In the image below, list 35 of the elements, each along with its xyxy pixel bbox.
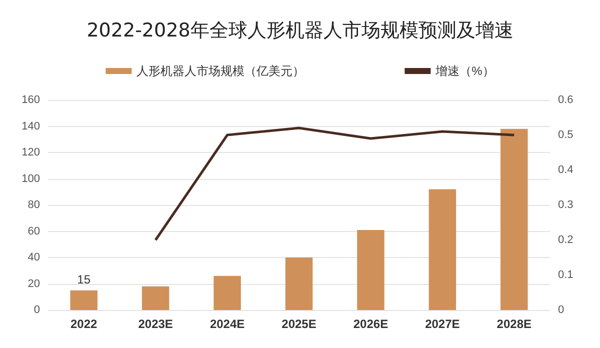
x-tick-label: 2022 [70, 317, 98, 331]
line-series [154, 126, 516, 242]
x-tick-label: 2027E [425, 317, 460, 331]
x-tick-label: 2026E [353, 317, 388, 331]
bar [70, 290, 98, 310]
y2-tick-label: 0.2 [558, 234, 574, 246]
bar [357, 230, 384, 310]
bar [285, 258, 313, 310]
y2-tick-label: 0 [558, 304, 564, 316]
y2-tick-label: 0.3 [558, 199, 574, 211]
chart-title: 2022-2028年全球人形机器人市场规模预测及增速 [86, 20, 514, 42]
y-tick-label: 140 [22, 120, 40, 132]
bar [142, 286, 170, 310]
x-tick-label: 2024E [210, 317, 245, 331]
bar [214, 276, 241, 310]
y-tick-label: 20 [28, 278, 40, 290]
legend-label: 人形机器人市场规模（亿美元） [136, 64, 305, 78]
x-tick-label: 2025E [282, 317, 316, 331]
legend-label: 增速（%） [434, 64, 494, 78]
y2-tick-label: 0.4 [558, 164, 574, 176]
y2-tick-label: 0.1 [558, 269, 574, 281]
x-tick-label: 2023E [138, 317, 173, 331]
y2-tick-label: 0.6 [558, 94, 574, 106]
bar [500, 128, 528, 310]
x-tick-label: 2028E [496, 317, 532, 331]
data-label: 15 [77, 272, 91, 286]
y-tick-label: 60 [28, 225, 40, 238]
y2-tick-label: 0.5 [558, 129, 574, 141]
y-tick-label: 100 [22, 172, 40, 185]
bar [428, 189, 456, 310]
y-tick-label: 80 [28, 199, 40, 211]
y-tick-label: 40 [28, 252, 40, 264]
y-tick-label: 120 [22, 146, 40, 158]
y-tick-label: 160 [22, 94, 40, 106]
y-tick-label: 0 [34, 304, 40, 316]
